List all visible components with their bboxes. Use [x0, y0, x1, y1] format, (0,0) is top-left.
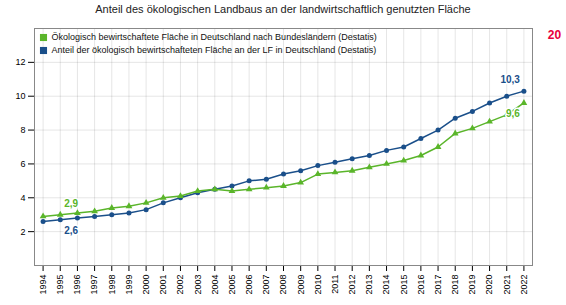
- svg-text:1994: 1994: [38, 275, 48, 295]
- svg-text:2019: 2019: [467, 275, 477, 295]
- svg-text:2016: 2016: [416, 275, 426, 295]
- svg-text:2009: 2009: [296, 275, 306, 295]
- svg-text:2012: 2012: [347, 275, 357, 295]
- svg-text:1995: 1995: [55, 275, 65, 295]
- svg-text:1996: 1996: [72, 275, 82, 295]
- svg-text:2000: 2000: [141, 275, 151, 295]
- svg-text:2010: 2010: [313, 275, 323, 295]
- svg-text:2,9: 2,9: [64, 198, 78, 209]
- svg-text:2003: 2003: [193, 275, 203, 295]
- svg-text:10,3: 10,3: [500, 74, 520, 85]
- svg-text:2022: 2022: [519, 275, 529, 295]
- svg-text:2021: 2021: [502, 275, 512, 295]
- svg-text:20: 20: [548, 28, 562, 42]
- svg-text:Ökologisch bewirtschaftete Flä: Ökologisch bewirtschaftete Fläche in Deu…: [52, 32, 377, 42]
- svg-text:2004: 2004: [210, 275, 220, 295]
- svg-text:2007: 2007: [261, 275, 271, 295]
- svg-text:12: 12: [15, 57, 25, 67]
- svg-text:2005: 2005: [227, 275, 237, 295]
- svg-text:2020: 2020: [484, 275, 494, 295]
- svg-text:2002: 2002: [175, 275, 185, 295]
- svg-text:2014: 2014: [381, 275, 391, 295]
- svg-text:10: 10: [15, 91, 25, 101]
- svg-text:2011: 2011: [330, 275, 340, 294]
- svg-text:8: 8: [20, 125, 25, 135]
- html-text:Anteil des ökologischen Landba: Anteil des ökologischen Landbaus an der …: [95, 3, 471, 15]
- svg-text:2018: 2018: [450, 275, 460, 295]
- svg-text:2: 2: [20, 227, 25, 237]
- svg-text:6: 6: [20, 159, 25, 169]
- svg-text:2006: 2006: [244, 275, 254, 295]
- svg-text:9,6: 9,6: [506, 108, 520, 119]
- svg-text:Anteil der ökologisch bewirtsc: Anteil der ökologisch bewirtschafteten F…: [52, 45, 377, 55]
- svg-text:1997: 1997: [89, 275, 99, 295]
- svg-text:2015: 2015: [399, 275, 409, 295]
- svg-text:2008: 2008: [278, 275, 288, 295]
- svg-text:1999: 1999: [124, 275, 134, 295]
- svg-text:1998: 1998: [107, 275, 117, 295]
- svg-text:2017: 2017: [433, 275, 443, 295]
- svg-text:2013: 2013: [364, 275, 374, 295]
- svg-text:2001: 2001: [158, 275, 168, 295]
- svg-text:4: 4: [20, 193, 25, 203]
- svg-text:2,6: 2,6: [64, 225, 78, 236]
